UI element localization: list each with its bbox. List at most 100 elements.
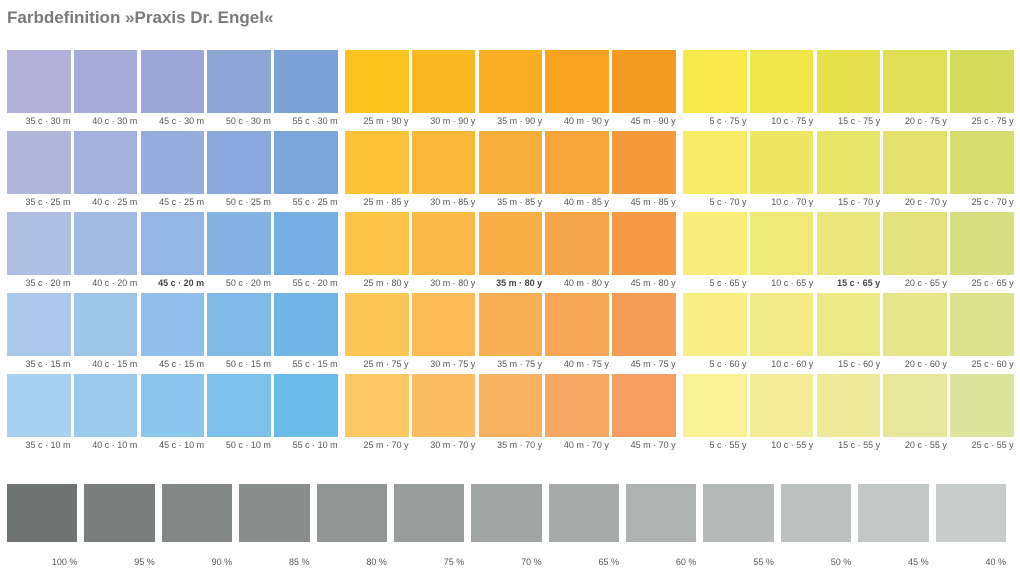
color-swatch <box>545 293 609 356</box>
color-swatch <box>950 293 1014 356</box>
swatch-label: 15 c · 60 y <box>838 359 881 369</box>
swatch-label: 55 c · 15 m <box>292 359 338 369</box>
color-swatch <box>140 131 205 194</box>
swatch-label: 45 m · 90 y <box>630 116 676 126</box>
swatch-label: 35 m · 80 y <box>496 278 543 288</box>
color-swatch <box>749 212 814 275</box>
color-swatch <box>683 50 747 113</box>
color-swatch <box>207 293 271 356</box>
gray-swatch <box>548 484 620 542</box>
swatch-label: 45 c · 25 m <box>159 197 205 207</box>
swatch-label: 40 c · 10 m <box>92 440 138 450</box>
swatch-label: 50 c · 25 m <box>225 197 271 207</box>
color-swatch <box>612 212 676 275</box>
swatch-label: 40 c · 20 m <box>92 278 138 288</box>
gray-label: 45 % <box>908 557 929 567</box>
color-swatch <box>478 50 543 113</box>
color-swatch <box>7 131 71 194</box>
swatch-label: 15 c · 65 y <box>837 278 881 288</box>
color-swatch <box>207 50 271 113</box>
color-swatch <box>683 374 747 437</box>
swatch-label: 5 c · 75 y <box>709 116 747 126</box>
color-swatch <box>411 131 476 194</box>
gray-swatch <box>161 484 233 542</box>
color-swatch <box>274 293 338 356</box>
gray-swatch <box>393 484 465 542</box>
color-swatch <box>7 293 71 356</box>
gray-label: 70 % <box>521 557 542 567</box>
gray-label: 85 % <box>289 557 310 567</box>
color-swatch <box>749 50 814 113</box>
color-swatch <box>883 293 947 356</box>
color-swatch <box>345 131 409 194</box>
color-swatch <box>612 293 676 356</box>
swatch-label: 45 c · 10 m <box>159 440 205 450</box>
swatch-label: 45 m · 85 y <box>630 197 676 207</box>
swatch-label: 10 c · 55 y <box>771 440 814 450</box>
gray-swatch <box>7 484 78 542</box>
title: Farbdefinition »Praxis Dr. Engel« <box>7 8 274 27</box>
swatch-label: 40 m · 70 y <box>563 440 609 450</box>
swatch-label: 25 c · 75 y <box>971 116 1014 126</box>
color-swatch <box>816 374 881 437</box>
gray-swatch <box>703 484 774 542</box>
swatch-label: 10 c · 60 y <box>771 359 814 369</box>
color-swatch <box>883 131 947 194</box>
swatch-label: 45 m · 70 y <box>630 440 676 450</box>
swatch-label: 35 c · 20 m <box>25 278 71 288</box>
swatch-label: 40 m · 90 y <box>563 116 609 126</box>
swatch-label: 40 m · 75 y <box>563 359 609 369</box>
color-swatch <box>274 212 338 275</box>
swatch-label: 5 c · 65 y <box>709 278 747 288</box>
color-swatch <box>816 212 881 275</box>
color-swatch <box>73 50 138 113</box>
color-swatch <box>73 212 138 275</box>
swatch-label: 25 c · 55 y <box>971 440 1014 450</box>
swatch-label: 15 c · 75 y <box>838 116 881 126</box>
swatch-label: 25 m · 70 y <box>363 440 409 450</box>
color-swatch <box>478 131 543 194</box>
color-swatch <box>883 374 947 437</box>
gray-swatch <box>316 484 387 542</box>
swatch-label: 30 m · 80 y <box>430 278 476 288</box>
swatch-label: 50 c · 20 m <box>225 278 271 288</box>
swatch-label: 45 m · 75 y <box>630 359 676 369</box>
gray-swatch <box>935 484 1006 542</box>
color-swatch <box>207 212 271 275</box>
color-swatch <box>7 50 71 113</box>
color-swatch <box>816 131 881 194</box>
gray-swatch <box>858 484 929 542</box>
color-swatch <box>73 374 138 437</box>
swatch-label: 10 c · 65 y <box>771 278 814 288</box>
swatch-label: 35 c · 25 m <box>25 197 71 207</box>
color-swatch <box>883 50 947 113</box>
color-swatch <box>411 374 476 437</box>
swatch-label: 35 c · 15 m <box>25 359 71 369</box>
swatch-label: 35 m · 85 y <box>497 197 543 207</box>
gray-label: 75 % <box>443 557 465 567</box>
color-swatch <box>950 374 1014 437</box>
color-swatch <box>612 131 676 194</box>
color-swatch <box>345 212 409 275</box>
swatch-label: 55 c · 25 m <box>292 197 338 207</box>
color-swatch <box>140 50 205 113</box>
swatch-label: 20 c · 55 y <box>904 440 947 450</box>
color-swatch <box>749 131 814 194</box>
color-swatch <box>816 293 881 356</box>
color-swatch <box>478 212 543 275</box>
color-swatch <box>274 50 338 113</box>
swatch-label: 55 c · 30 m <box>292 116 338 126</box>
color-swatch <box>411 50 476 113</box>
color-swatch <box>7 374 71 437</box>
swatch-label: 20 c · 60 y <box>904 359 947 369</box>
color-swatch <box>478 374 543 437</box>
color-swatch <box>816 50 881 113</box>
color-swatch <box>612 50 676 113</box>
color-swatch <box>749 293 814 356</box>
color-swatch <box>883 212 947 275</box>
swatch-label: 25 c · 65 y <box>971 278 1014 288</box>
color-swatch <box>683 293 747 356</box>
color-swatch <box>950 50 1014 113</box>
color-swatch <box>683 131 747 194</box>
color-swatch <box>411 293 476 356</box>
